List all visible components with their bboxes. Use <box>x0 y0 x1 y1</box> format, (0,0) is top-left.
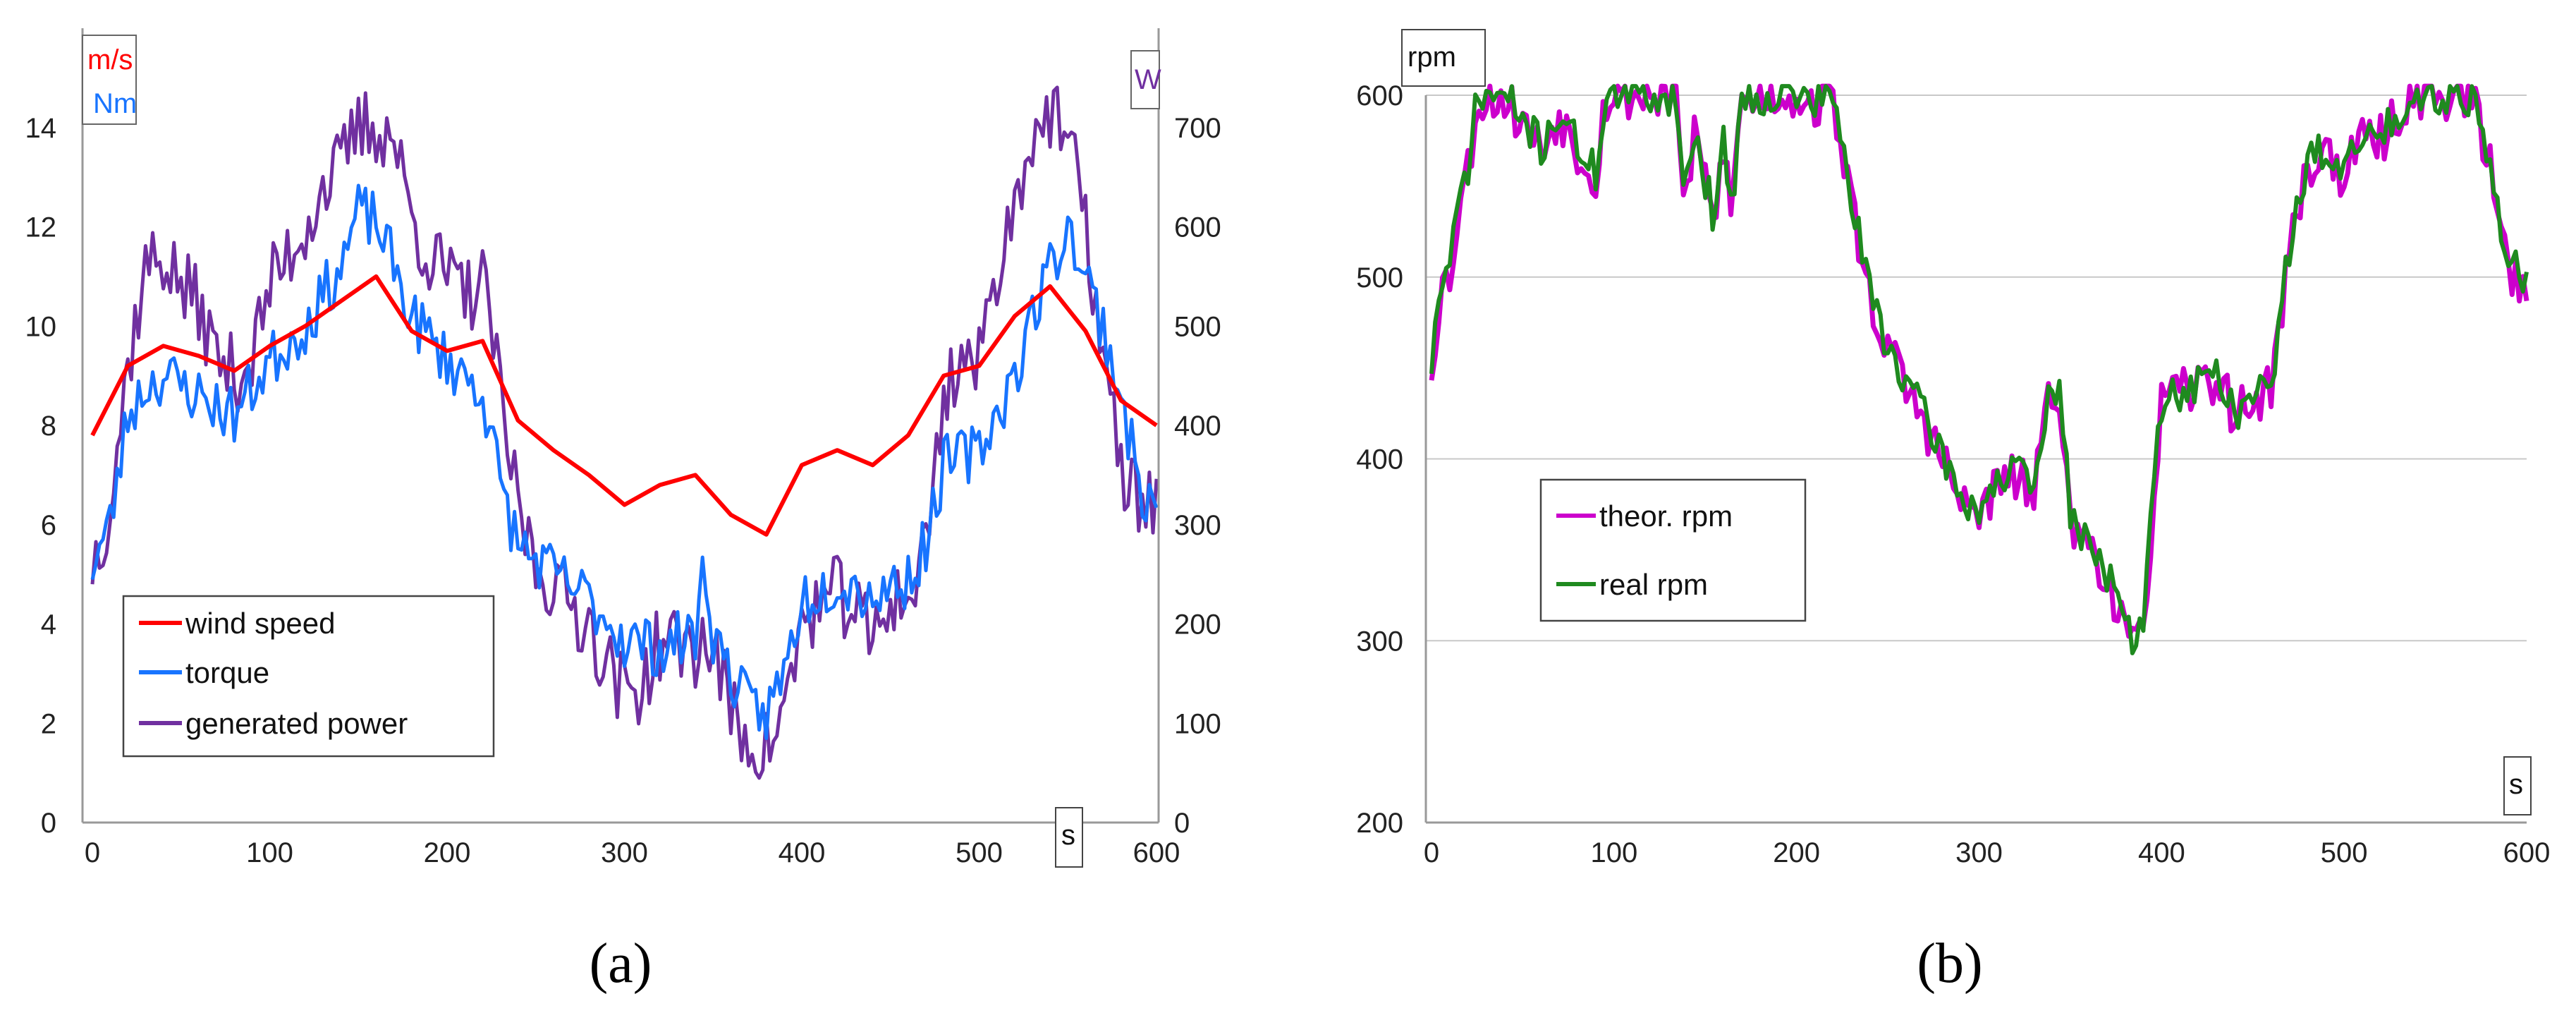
chart-a-y-right-ticks: 0 100 200 300 400 500 600 700 <box>1174 113 1221 839</box>
chart-b-x-ticks: 0 100 200 300 400 500 600 <box>1424 837 2551 868</box>
chart-a-unit-ms: m/s <box>87 44 133 75</box>
chart-a-panel-label: (a) <box>590 933 652 995</box>
chart-b-x-tick-label: 300 <box>1955 837 2003 868</box>
chart-a-y-left-tick-label: 12 <box>25 212 57 243</box>
chart-b-legend-label-theor-rpm: theor. rpm <box>1599 499 1733 533</box>
chart-b-x-tick-label: 600 <box>2503 837 2551 868</box>
chart-b-x-tick-label: 400 <box>2138 837 2185 868</box>
chart-a: 0 100 200 300 400 500 600 0 2 4 6 8 10 12 14 0 100 200 3… <box>25 28 1221 995</box>
chart-b-x-tick-label: 0 <box>1424 837 1439 868</box>
chart-b-x-tick-label: 200 <box>1773 837 1820 868</box>
chart-a-x-unit-box <box>1055 807 1083 868</box>
chart-b-y-tick-label: 200 <box>1356 808 1403 839</box>
chart-b-y-tick-label: 400 <box>1356 444 1403 475</box>
chart-a-legend: wind speed torque generated power <box>122 595 495 758</box>
chart-a-y-left-tick-label: 4 <box>41 609 56 641</box>
series-wind-speed-line <box>90 274 1158 537</box>
chart-a-y-right-tick-label: 100 <box>1174 708 1221 739</box>
chart-a-y-right-tick-label: 300 <box>1174 510 1221 541</box>
chart-b-x-unit-box <box>2503 756 2532 815</box>
chart-a-y-right-tick-label: 500 <box>1174 311 1221 342</box>
chart-a-x-tick-label: 400 <box>779 837 826 868</box>
chart-a-x-tick-label: 100 <box>246 837 293 868</box>
chart-a-x-ticks: 0 100 200 300 400 500 600 <box>85 837 1180 868</box>
chart-a-y-left-tick-label: 6 <box>41 510 56 541</box>
chart-a-legend-label-generated-power: generated power <box>185 707 408 740</box>
chart-a-y-right-tick-label: 600 <box>1174 212 1221 243</box>
chart-a-x-tick-label: 600 <box>1133 837 1180 868</box>
chart-b-y-ticks: 200 300 400 500 600 <box>1356 80 1403 839</box>
chart-a-right-unit-box <box>1130 50 1160 109</box>
chart-a-legend-label-wind-speed: wind speed <box>185 607 335 640</box>
chart-a-y-left-tick-label: 0 <box>41 808 56 839</box>
chart-a-y-left-tick-label: 14 <box>25 113 57 144</box>
chart-a-y-left-ticks: 0 2 4 6 8 10 12 14 <box>25 113 57 839</box>
chart-b-legend-label-real-rpm: real rpm <box>1599 568 1708 601</box>
series-real-rpm-line <box>1429 84 2529 655</box>
chart-a-unit-nm: Nm <box>93 88 137 119</box>
chart-b-series <box>1429 83 2529 655</box>
chart-a-left-unit-box <box>82 35 137 125</box>
chart-a-x-unit: s <box>1061 820 1075 851</box>
chart-a-unit-w: W <box>1135 64 1161 95</box>
chart-a-y-right-tick-label: 0 <box>1174 808 1190 839</box>
chart-a-y-left-tick-label: 2 <box>41 708 56 739</box>
chart-b-panel-label: (b) <box>1917 933 1982 995</box>
chart-b-x-tick-label: 100 <box>1590 837 1637 868</box>
chart-b-y-tick-label: 500 <box>1356 262 1403 293</box>
chart-a-y-right-tick-label: 400 <box>1174 411 1221 442</box>
chart-b-x-unit: s <box>2509 769 2523 800</box>
chart-b-legend: theor. rpm real rpm <box>1539 478 1807 622</box>
chart-a-y-left-tick-label: 8 <box>41 411 56 442</box>
chart-a-x-tick-label: 0 <box>85 837 100 868</box>
chart-a-y-left-tick-label: 10 <box>25 311 57 342</box>
chart-b-y-unit: rpm <box>1408 42 1456 73</box>
chart-a-x-tick-label: 200 <box>424 837 471 868</box>
chart-b-y-unit-box <box>1401 29 1486 87</box>
chart-b-x-tick-label: 500 <box>2321 837 2368 868</box>
chart-a-x-tick-label: 500 <box>956 837 1003 868</box>
series-theor-rpm-line <box>1429 83 2529 639</box>
chart-b-y-tick-label: 600 <box>1356 80 1403 111</box>
chart-a-legend-box <box>122 595 495 758</box>
chart-b-y-tick-label: 300 <box>1356 626 1403 657</box>
chart-a-series <box>90 85 1159 780</box>
chart-a-x-tick-label: 300 <box>601 837 648 868</box>
chart-a-legend-label-torque: torque <box>185 656 269 689</box>
series-torque-line <box>90 183 1159 741</box>
chart-b-legend-box <box>1539 478 1807 622</box>
chart-a-y-right-tick-label: 700 <box>1174 113 1221 144</box>
chart-a-y-right-tick-label: 200 <box>1174 609 1221 641</box>
